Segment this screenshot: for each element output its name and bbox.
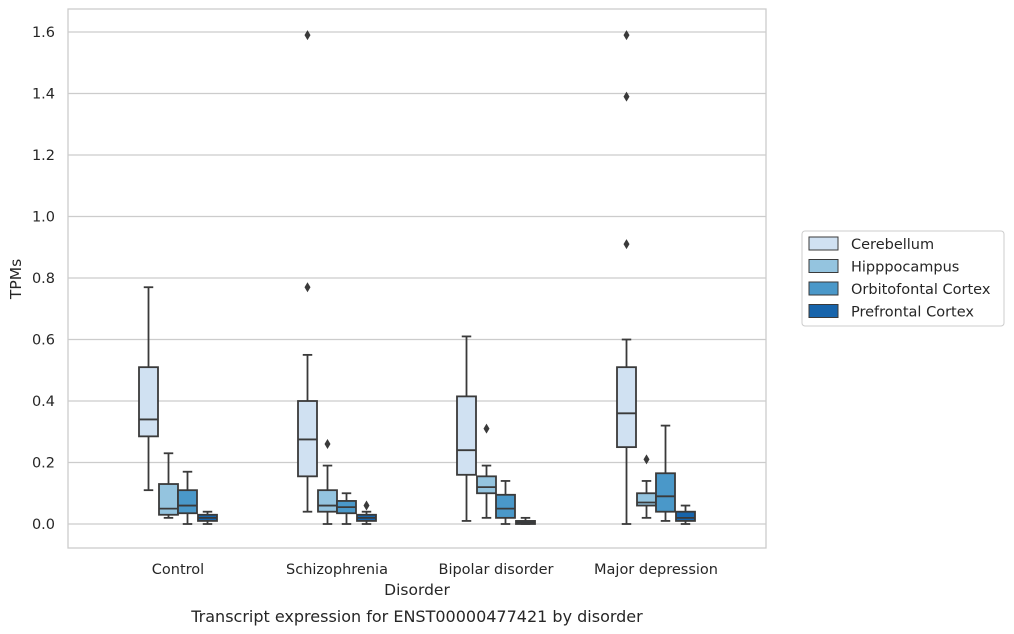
box-group xyxy=(495,480,516,525)
box-group xyxy=(456,335,477,522)
outlier-point xyxy=(363,500,370,511)
outlier-point xyxy=(623,30,630,41)
legend-label: Prefrontal Cortex xyxy=(851,305,974,321)
x-axis-ticks: Control Schizophrenia Bipolar disorder Majo… xyxy=(152,562,718,578)
y-tick-label: 0.0 xyxy=(32,517,55,533)
y-tick-label: 1.6 xyxy=(32,25,55,41)
box xyxy=(456,395,477,476)
outlier-point xyxy=(623,91,630,102)
box-group xyxy=(636,454,657,519)
box xyxy=(616,366,637,449)
outlier-point xyxy=(324,439,331,450)
outlier-point xyxy=(304,282,311,293)
box-group xyxy=(655,424,676,522)
box-group xyxy=(675,504,696,525)
box xyxy=(636,492,657,507)
box xyxy=(317,489,338,513)
legend: Cerebellum Hipppocampus Orbitofontal Corte… xyxy=(801,230,1005,327)
outlier-point xyxy=(483,423,490,434)
box-group xyxy=(197,510,218,525)
y-axis-ticks: 0.0 0.2 0.4 0.6 0.8 1.0 1.2 1.4 1.6 xyxy=(32,25,55,533)
x-axis-title: Disorder xyxy=(384,581,450,599)
x-tick-label: Schizophrenia xyxy=(286,562,388,578)
y-tick-label: 1.4 xyxy=(32,87,55,103)
outlier-point xyxy=(643,454,650,465)
chart-caption: Transcript expression for ENST0000047742… xyxy=(190,607,643,626)
x-tick-label: Major depression xyxy=(594,562,718,578)
legend-label: Cerebellum xyxy=(851,237,934,253)
box-groups xyxy=(138,30,696,525)
x-tick-label: Bipolar disorder xyxy=(439,562,554,578)
plot-frame xyxy=(67,8,767,549)
legend-frame xyxy=(801,230,1005,327)
box-group xyxy=(515,516,536,525)
y-tick-label: 1.0 xyxy=(32,210,55,226)
box xyxy=(495,493,516,519)
box xyxy=(158,483,179,516)
y-axis-title: TPMs xyxy=(7,259,25,300)
box-group xyxy=(476,423,497,519)
box-group xyxy=(177,470,198,525)
box xyxy=(675,510,696,522)
legend-swatch xyxy=(808,259,839,273)
box xyxy=(476,475,497,495)
grid-lines xyxy=(68,31,766,525)
legend-swatch xyxy=(808,304,839,318)
box-group xyxy=(297,30,318,513)
outlier-point xyxy=(304,30,311,41)
box-group xyxy=(138,286,159,492)
outlier-point xyxy=(623,239,630,250)
box-group xyxy=(616,30,637,525)
box xyxy=(138,366,159,438)
box xyxy=(177,489,198,515)
box-group xyxy=(317,439,338,525)
y-tick-label: 0.6 xyxy=(32,333,55,349)
box-group xyxy=(356,500,377,525)
y-tick-label: 0.4 xyxy=(32,394,55,410)
legend-label: Orbitofontal Cortex xyxy=(851,282,991,298)
y-tick-label: 0.2 xyxy=(32,456,55,472)
x-tick-label: Control xyxy=(152,562,204,578)
legend-swatch xyxy=(808,236,839,251)
legend-swatch xyxy=(808,281,839,296)
box-group xyxy=(158,452,179,519)
y-tick-label: 0.8 xyxy=(32,271,55,287)
y-tick-label: 1.2 xyxy=(32,148,55,164)
box xyxy=(655,472,676,513)
legend-label: Hipppocampus xyxy=(851,260,959,276)
box-group xyxy=(336,492,357,525)
